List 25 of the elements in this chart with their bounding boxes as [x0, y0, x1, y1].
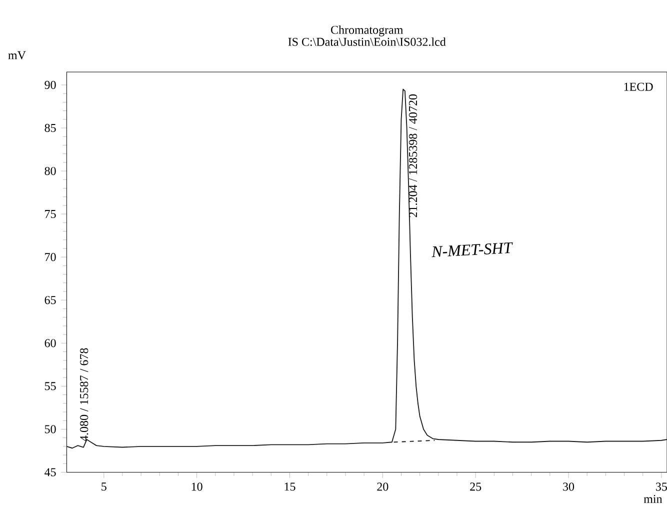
y-tick-label: 60 [44, 339, 56, 348]
x-axis-title: min [644, 495, 662, 504]
y-tick-label: 70 [45, 253, 56, 262]
x-tick-label: 15 [284, 482, 296, 491]
x-tick-label: 25 [470, 482, 482, 491]
y-tick-label: 45 [44, 468, 56, 476]
annotation: 21.204 / 1285398 / 40720 [408, 94, 418, 218]
x-tick-label: 20 [377, 482, 388, 491]
annotation: 1ECD [624, 82, 653, 92]
chart-subtitle: IS C:\Data\Justin\Eoin\IS032.lcd [288, 38, 446, 46]
y-tick-label: 75 [45, 210, 56, 218]
y-tick-label: 90 [44, 81, 56, 90]
y-tick-label: 55 [44, 382, 56, 390]
x-tick-label: 30 [563, 482, 574, 491]
chart-title: Chromatogram [331, 26, 404, 37]
y-axis-title: mV [8, 51, 26, 60]
x-tick-label: 5 [102, 482, 106, 491]
y-tick-label: 85 [44, 124, 56, 132]
y-tick-label: 50 [44, 425, 56, 434]
y-tick-label: 80 [44, 167, 56, 176]
x-tick-label: 10 [192, 482, 202, 491]
y-tick-label: 65 [44, 296, 56, 304]
x-tick-label: 35 [656, 482, 667, 491]
annotation: 4.080 / 15587 / 678 [80, 348, 88, 442]
annotation: N-MET-SHT [432, 242, 513, 258]
